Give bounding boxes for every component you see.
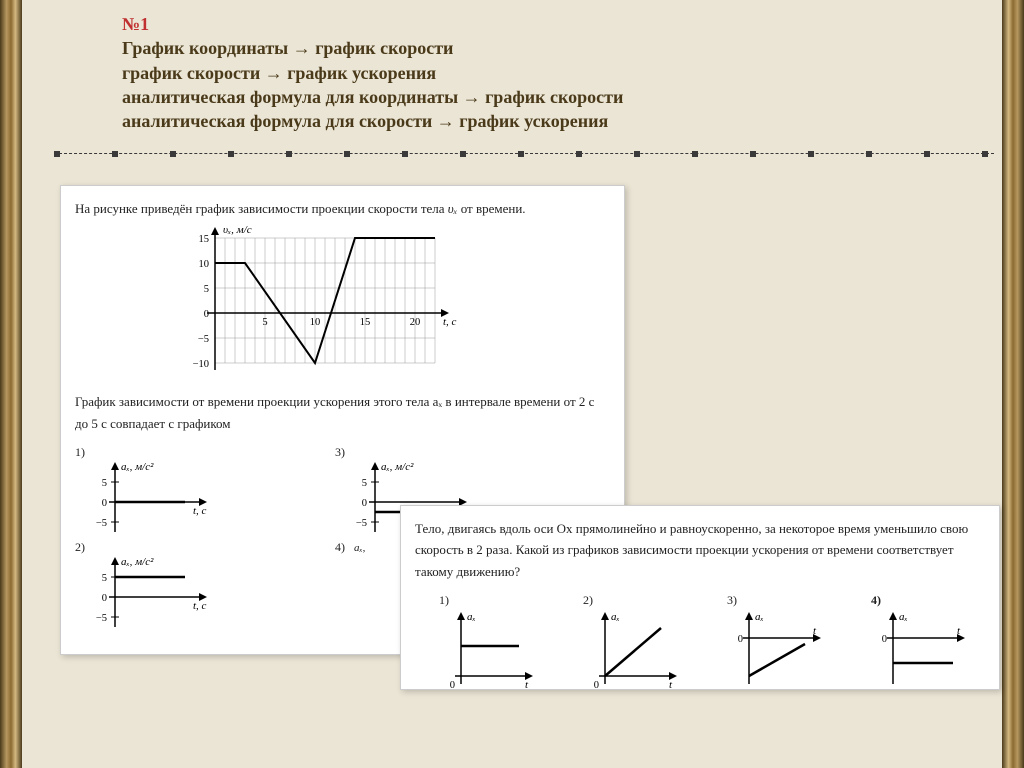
svg-text:5: 5 [102, 573, 107, 584]
svg-text:5: 5 [102, 478, 107, 489]
right-border [1002, 0, 1024, 768]
svg-text:t: t [669, 679, 673, 691]
header-block: №1 График координаты → график скорости г… [30, 12, 994, 133]
svg-text:υₓ, м/с: υₓ, м/с [223, 225, 252, 236]
problem-1-intro: На рисунке приведён график зависимости п… [75, 198, 610, 219]
p2-opt3-svg: aₓ 0 t [727, 608, 827, 692]
main-chart-svg: 15 10 5 0 −5 −10 5 10 15 20 υₓ, м/с t, с [185, 225, 465, 385]
intro-post: от времени. [457, 201, 525, 216]
svg-text:t, с: t, с [443, 316, 457, 328]
p2-option-4: 4) aₓ 0 t [871, 592, 971, 692]
svg-text:aₓ: aₓ [467, 611, 476, 623]
svg-text:0: 0 [204, 309, 209, 320]
svg-text:t: t [813, 625, 817, 637]
svg-text:−5: −5 [96, 518, 107, 529]
opt4-label: 4) aₓ, [335, 540, 365, 554]
svg-text:aₓ: aₓ [755, 611, 764, 623]
svg-text:−5: −5 [198, 334, 209, 345]
divider [30, 147, 994, 161]
option-2: 2) 5 0 −5 aₓ, м/с² t, с [75, 539, 215, 635]
main-chart: 15 10 5 0 −5 −10 5 10 15 20 υₓ, м/с t, с [185, 225, 610, 385]
svg-text:t, с: t, с [193, 505, 207, 517]
opt1-svg: 5 0 −5 aₓ, м/с² t, с [75, 460, 215, 540]
intro-pre: На рисунке приведён график зависимости п… [75, 201, 448, 216]
p2-option-1: 1) aₓ 0 t [439, 592, 539, 692]
problem-number: №1 [122, 12, 994, 36]
p2-opt3-label: 3) [727, 593, 737, 607]
svg-text:0: 0 [594, 680, 599, 691]
p2-opt4-label: 4) [871, 593, 881, 607]
opt1-label: 1) [75, 445, 85, 459]
header-line-4: аналитическая формула для скорости → гра… [122, 109, 994, 133]
problem-2-box: Тело, двигаясь вдоль оси Ox прямолинейно… [400, 505, 1000, 690]
p2-opt1-label: 1) [439, 593, 449, 607]
svg-text:5: 5 [204, 284, 209, 295]
svg-text:0: 0 [102, 593, 107, 604]
option-1: 1) 5 0 −5 aₓ, м/с² t, с [75, 444, 215, 540]
left-border [0, 0, 22, 768]
opt2-svg: 5 0 −5 aₓ, м/с² t, с [75, 555, 215, 635]
svg-text:15: 15 [199, 234, 210, 245]
svg-text:−10: −10 [193, 359, 209, 370]
svg-text:0: 0 [362, 498, 367, 509]
svg-text:5: 5 [262, 317, 267, 328]
p2-opt4-svg: aₓ 0 t [871, 608, 971, 692]
opt3-label: 3) [335, 445, 345, 459]
svg-text:−5: −5 [96, 613, 107, 624]
svg-text:0: 0 [882, 634, 887, 645]
svg-text:t: t [525, 679, 529, 691]
svg-text:10: 10 [310, 317, 321, 328]
p2-opt2-label: 2) [583, 593, 593, 607]
p2-option-3: 3) aₓ 0 t [727, 592, 827, 692]
opt2-label: 2) [75, 540, 85, 554]
svg-text:aₓ, м/с²: aₓ, м/с² [381, 461, 414, 473]
content-area: №1 График координаты → график скорости г… [30, 12, 994, 169]
svg-text:aₓ, м/с²: aₓ, м/с² [121, 556, 154, 568]
problem-1-question: График зависимости от времени проекции у… [75, 391, 610, 434]
svg-text:0: 0 [738, 634, 743, 645]
option-4: 4) aₓ, [335, 539, 365, 555]
svg-text:t: t [957, 625, 961, 637]
svg-text:5: 5 [362, 478, 367, 489]
svg-text:aₓ: aₓ [899, 611, 908, 623]
header-line-3: аналитическая формула для координаты → г… [122, 85, 994, 109]
problem-2-text: Тело, двигаясь вдоль оси Ox прямолинейно… [415, 518, 985, 582]
svg-text:0: 0 [450, 680, 455, 691]
divider-line [54, 153, 994, 154]
p2-option-2: 2) aₓ 0 t [583, 592, 683, 692]
intro-var: υₓ [448, 201, 458, 216]
header-line-2: график скорости → график ускорения [122, 61, 994, 85]
svg-text:t, с: t, с [193, 600, 207, 612]
problem-2-options: 1) aₓ 0 t 2) aₓ 0 t [415, 592, 985, 692]
p2-opt2-svg: aₓ 0 t [583, 608, 683, 692]
p2-opt1-svg: aₓ 0 t [439, 608, 539, 692]
header-line-1: График координаты → график скорости [122, 36, 994, 60]
svg-text:0: 0 [102, 498, 107, 509]
svg-text:15: 15 [360, 317, 371, 328]
svg-text:10: 10 [199, 259, 210, 270]
svg-text:20: 20 [410, 317, 421, 328]
svg-text:aₓ: aₓ [611, 611, 620, 623]
num1-label: №1 [122, 14, 149, 34]
svg-text:aₓ, м/с²: aₓ, м/с² [121, 461, 154, 473]
svg-text:−5: −5 [356, 518, 367, 529]
